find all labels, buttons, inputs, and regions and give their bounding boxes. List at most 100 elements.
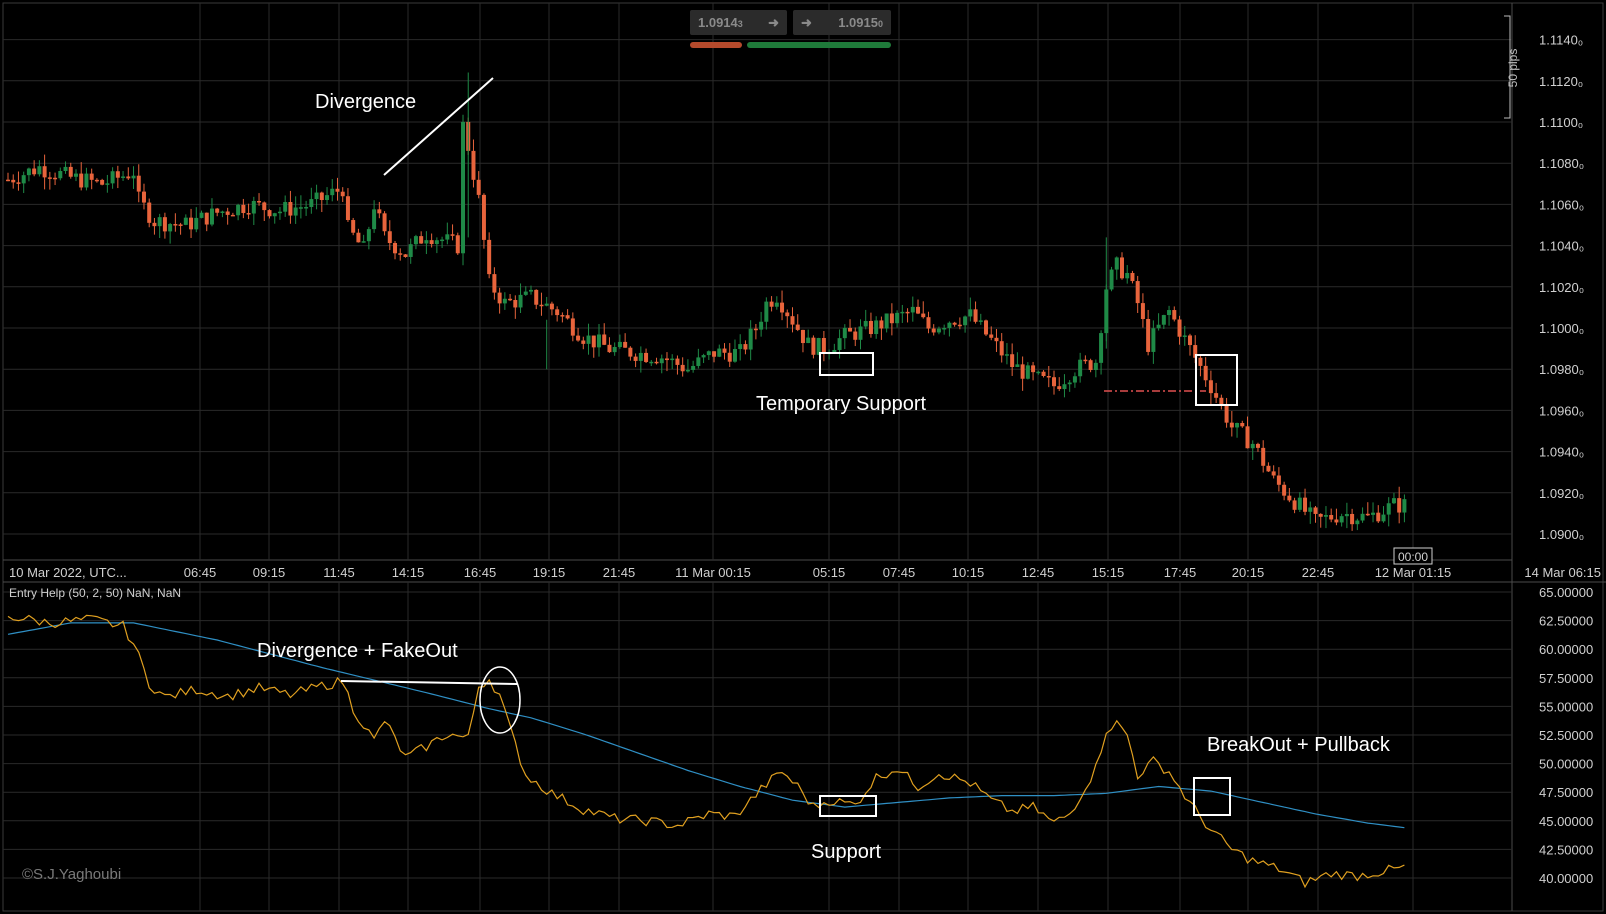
candle-down — [215, 208, 220, 213]
candle-up — [1025, 365, 1030, 379]
candle-up — [1062, 384, 1067, 390]
candle-up — [1250, 443, 1255, 449]
candle-down — [1198, 357, 1203, 366]
current-time-label: 00:00 — [1398, 550, 1428, 564]
candle-up — [21, 175, 26, 184]
candle-down — [712, 351, 717, 357]
support-label: Support — [811, 841, 881, 863]
candle-down — [795, 324, 800, 330]
candle-down — [246, 213, 251, 215]
candle-down — [345, 196, 350, 221]
candle-up — [701, 355, 706, 358]
signal-ma-line — [7, 622, 1405, 829]
candle-up — [1297, 497, 1302, 510]
candle-up — [1402, 499, 1407, 513]
time-tick-label: 05:15 — [813, 565, 846, 580]
time-tick-label: 16:45 — [464, 565, 497, 580]
sell-arrow-icon: ➜ — [768, 14, 779, 30]
candle-down — [916, 306, 921, 314]
time-tick-label: 21:45 — [603, 565, 636, 580]
candle-up — [304, 206, 309, 209]
candle-up — [936, 328, 941, 333]
candle-up — [272, 213, 277, 217]
candle-up — [806, 337, 811, 344]
candle-down — [560, 315, 565, 317]
candle-down — [1177, 319, 1182, 337]
price-tick-label: 1.0940₀ — [1539, 445, 1584, 460]
candle-down — [419, 236, 424, 244]
candle-down — [1046, 375, 1051, 378]
candle-down — [1146, 318, 1151, 352]
osc-tick-label: 50.00000 — [1539, 757, 1593, 772]
candle-down — [821, 337, 826, 354]
candle-down — [147, 202, 152, 223]
candle-down — [1261, 447, 1266, 466]
candle-down — [393, 243, 398, 254]
candle-down — [173, 224, 178, 226]
candle-up — [895, 312, 900, 324]
candle-down — [1119, 257, 1124, 279]
candle-down — [1130, 272, 1135, 282]
ask-quote[interactable]: ➜ 1.09150 — [793, 10, 891, 35]
candle-down — [53, 177, 58, 180]
candle-up — [1093, 362, 1098, 370]
candle-up — [832, 349, 837, 353]
candle-up — [617, 341, 622, 348]
candle-down — [989, 334, 994, 338]
candle-down — [1255, 443, 1260, 448]
candle-down — [241, 204, 246, 214]
candle-down — [230, 214, 235, 217]
candle-down — [1088, 360, 1093, 370]
time-tick-label: 12:45 — [1022, 565, 1055, 580]
candle-down — [800, 329, 805, 344]
time-tick-label: 10 Mar 2022, UTC... — [9, 565, 127, 580]
candle-up — [649, 361, 654, 364]
candle-up — [523, 291, 528, 295]
candle-down — [1271, 471, 1276, 476]
candle-down — [664, 358, 669, 361]
candle-up — [366, 229, 371, 242]
candle-down — [1203, 365, 1208, 381]
price-tick-label: 1.1060₀ — [1539, 197, 1584, 212]
candle-down — [633, 356, 638, 361]
candle-down — [481, 194, 486, 240]
candle-up — [110, 171, 115, 184]
candle-up — [968, 309, 973, 317]
candle-up — [283, 202, 288, 212]
price-tick-label: 1.1040₀ — [1539, 239, 1584, 254]
temp-support-box — [819, 352, 874, 376]
candle-down — [1208, 380, 1213, 394]
candle-up — [837, 338, 842, 350]
time-tick-label: 12 Mar 01:15 — [1375, 565, 1452, 580]
candle-down — [576, 335, 581, 341]
price-tick-label: 1.1140₀ — [1539, 33, 1583, 48]
candle-up — [1004, 354, 1009, 356]
candle-down — [497, 292, 502, 304]
bid-quote[interactable]: 1.09143 ➜ — [690, 10, 787, 35]
candle-up — [774, 302, 779, 307]
candle-up — [586, 335, 591, 344]
candle-up — [251, 201, 256, 214]
candle-down — [952, 322, 957, 325]
osc-tick-label: 62.50000 — [1539, 614, 1593, 629]
candle-up — [199, 212, 204, 218]
candle-down — [126, 176, 131, 179]
candle-up — [910, 306, 915, 313]
candle-down — [753, 328, 758, 331]
candle-up — [1182, 335, 1187, 337]
candle-down — [508, 298, 513, 301]
divergence-fakeout-label: Divergence + FakeOut — [257, 640, 458, 662]
candle-down — [136, 175, 141, 192]
candle-down — [1266, 465, 1271, 472]
candle-down — [162, 217, 167, 232]
indicator-label[interactable]: Entry Help (50, 2, 50) NaN, NaN — [9, 586, 182, 600]
candle-up — [105, 183, 110, 185]
candle-up — [1167, 310, 1172, 316]
time-tick-label: 15:15 — [1092, 565, 1125, 580]
candle-down — [335, 188, 340, 192]
candle-down — [100, 179, 105, 185]
current-time-box — [1393, 547, 1433, 565]
candle-up — [1355, 520, 1360, 525]
candle-up — [1360, 513, 1365, 521]
